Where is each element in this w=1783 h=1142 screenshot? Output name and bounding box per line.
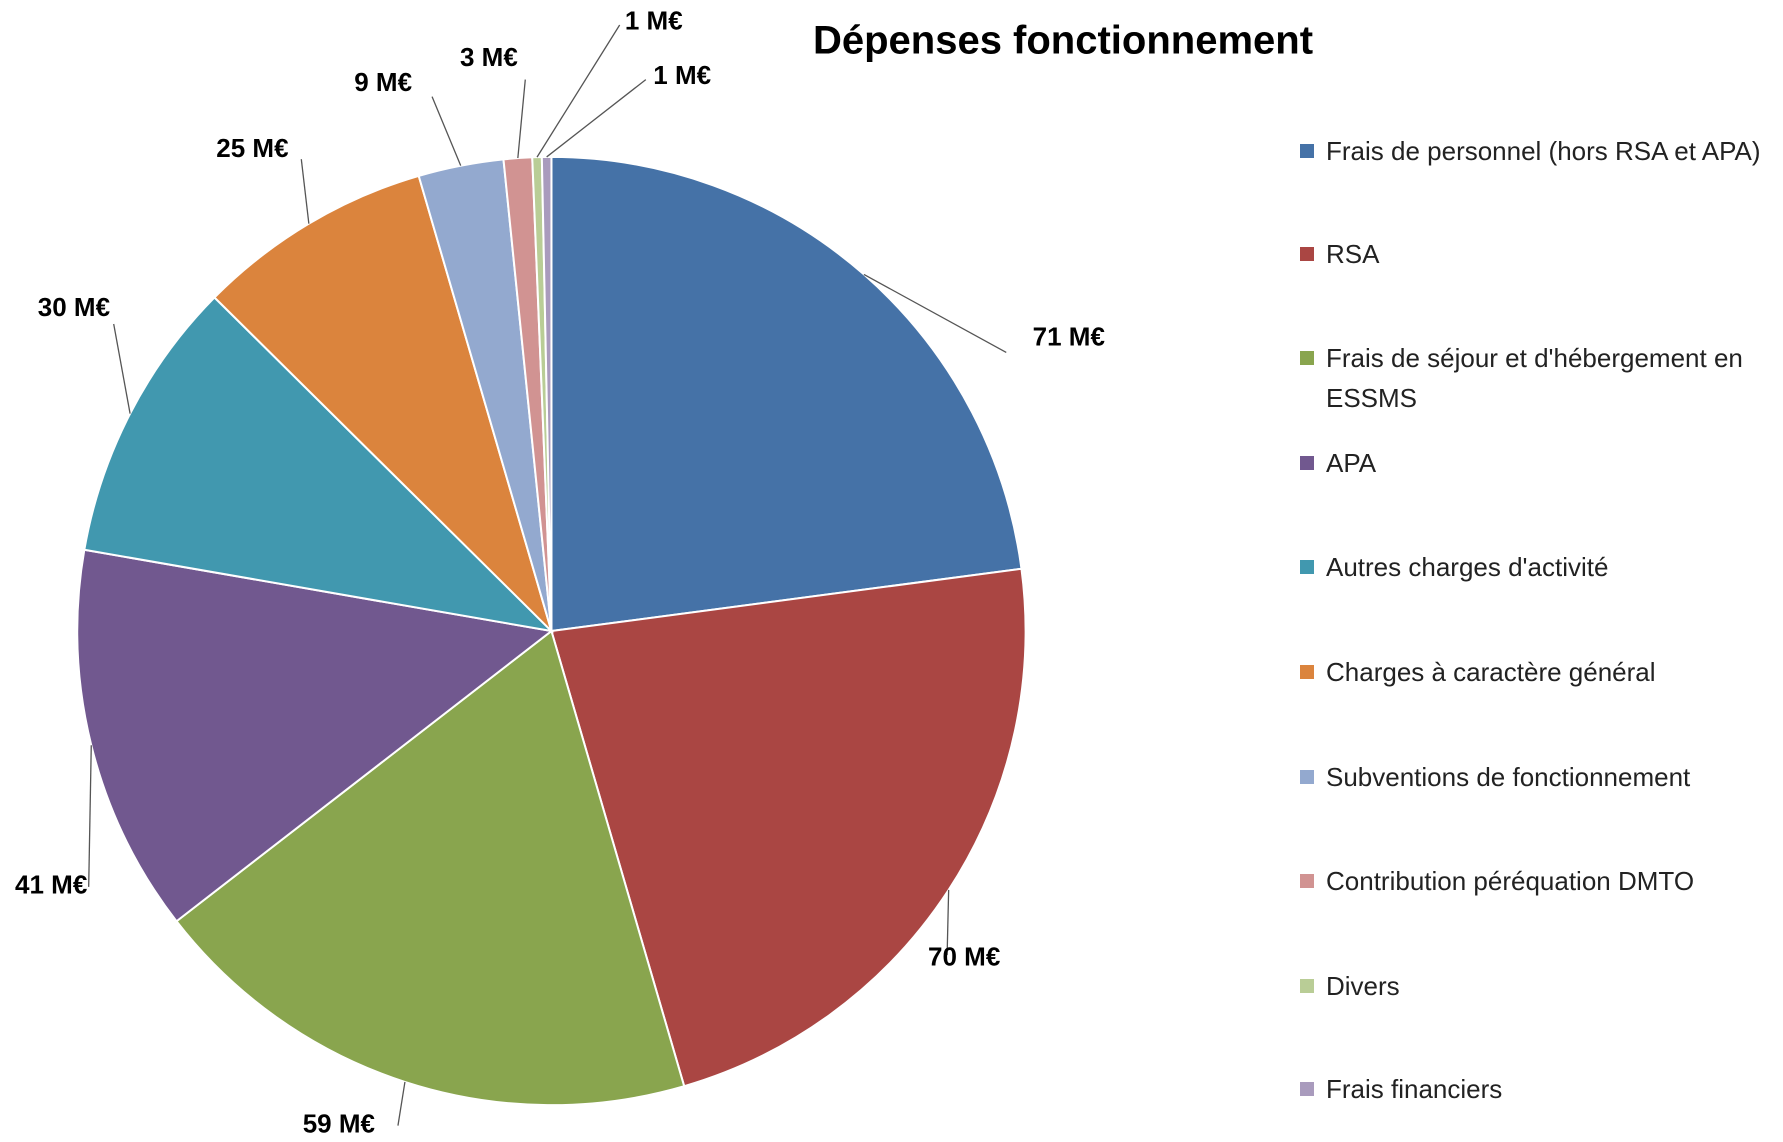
legend-label: Contribution péréquation DMTO — [1326, 866, 1695, 897]
legend-label: Subventions de fonctionnement — [1326, 761, 1691, 792]
leader-line — [546, 79, 647, 158]
legend-item: Frais de personnel (hors RSA et APA) — [1300, 131, 1775, 171]
legend-swatch — [1300, 246, 1314, 261]
legend-swatch — [1300, 351, 1314, 366]
legend-swatch — [1300, 664, 1314, 679]
legend-item: Contribution péréquation DMTO — [1300, 861, 1775, 901]
legend-label: Charges à caractère général — [1326, 656, 1656, 687]
pie-slice — [175, 629, 686, 1107]
legend-label: Frais de séjour et d'hébergement en ESSM… — [1326, 343, 1743, 414]
leader-line — [113, 323, 131, 414]
chart-title: Dépenses fonctionnement — [813, 19, 1313, 63]
legend-item: APA — [1300, 443, 1775, 483]
legend-item: Autres charges d'activité — [1300, 547, 1775, 587]
data-label: 59 M€ — [303, 1109, 375, 1139]
leader-line — [517, 79, 526, 159]
data-label: 70 M€ — [928, 941, 1000, 971]
legend-swatch — [1300, 874, 1314, 889]
pie-slice — [550, 155, 1023, 633]
data-label: 41 M€ — [15, 870, 87, 900]
legend-swatch — [1300, 1082, 1314, 1097]
leader-line — [397, 1081, 406, 1126]
legend-swatch — [1300, 769, 1314, 784]
data-label: 25 M€ — [216, 133, 288, 163]
leader-line — [536, 24, 621, 158]
data-label: 71 M€ — [1033, 322, 1105, 352]
pie-slice — [76, 548, 554, 923]
leader-line — [431, 96, 462, 166]
leader-line — [300, 159, 310, 224]
data-label: 1 M€ — [625, 6, 683, 36]
data-label: 30 M€ — [38, 292, 110, 322]
legend-item: Frais financiers — [1300, 1069, 1775, 1109]
legend-item: Charges à caractère général — [1300, 652, 1775, 692]
legend-swatch — [1300, 978, 1314, 993]
legend-label: RSA — [1326, 238, 1380, 269]
legend-swatch — [1300, 455, 1314, 470]
legend-item: Frais de séjour et d'hébergement en ESSM… — [1300, 338, 1775, 418]
data-label: 3 M€ — [460, 42, 518, 72]
legend-swatch — [1300, 144, 1314, 159]
data-label: 1 M€ — [653, 60, 711, 90]
leader-line — [88, 745, 92, 887]
legend-label: Frais financiers — [1326, 1074, 1503, 1105]
legend-item: RSA — [1300, 234, 1775, 274]
legend-label: Autres charges d'activité — [1326, 552, 1609, 583]
pie-slice — [550, 567, 1027, 1088]
data-label: 9 M€ — [354, 67, 412, 97]
legend-label: Frais de personnel (hors RSA et APA) — [1326, 136, 1761, 167]
legend-item: Divers — [1300, 966, 1775, 1006]
legend-label: Divers — [1326, 970, 1400, 1001]
leader-line — [863, 273, 1007, 354]
leader-line — [946, 889, 950, 956]
legend-item: Subventions de fonctionnement — [1300, 757, 1775, 797]
legend-swatch — [1300, 560, 1314, 575]
legend-label: APA — [1326, 447, 1377, 478]
